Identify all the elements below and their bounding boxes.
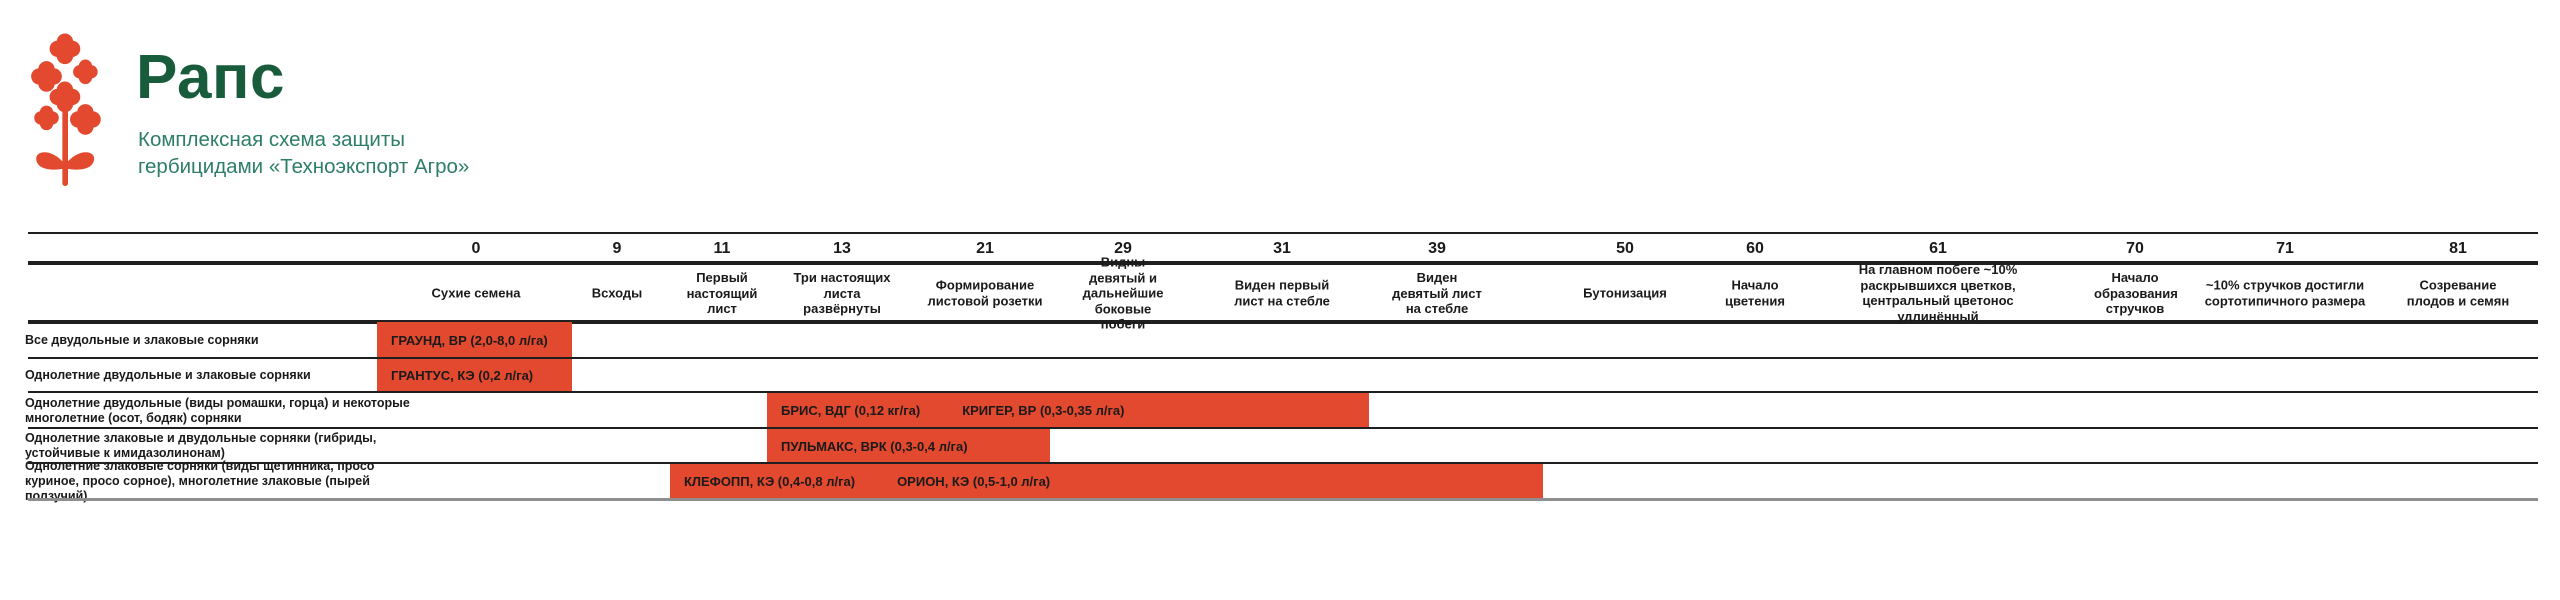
page-subtitle: Комплексная схема защиты гербицидами «Те… <box>138 126 469 180</box>
bbch-number: 21 <box>976 240 994 257</box>
bbch-number: 11 <box>713 240 731 257</box>
product-label: КРИГЕР, ВР (0,3-0,35 л/га) <box>962 403 1125 418</box>
row-separator <box>28 462 2538 464</box>
bbch-number: 71 <box>2276 240 2294 257</box>
stage-label: ~10% стручков достигли сортотипичного ра… <box>2204 277 2366 309</box>
stage-label: Начало образования стручков <box>2094 269 2178 316</box>
herbicide-bar: БРИС, ВДГ (0,12 кг/га) КРИГЕР, ВР (0,3-0… <box>767 393 1369 428</box>
stage-label: Три настоящих листа развёрнуты <box>793 269 891 316</box>
stage-label: Бутонизация <box>1583 285 1667 301</box>
herbicide-bar: ГРАУНД, ВР (2,0-8,0 л/га) <box>377 322 572 358</box>
stage-label: Всходы <box>591 285 643 301</box>
rule-below-scale <box>28 261 2538 265</box>
flower-blossom <box>49 81 81 113</box>
bbch-number: 13 <box>833 240 851 257</box>
bbch-number: 0 <box>471 240 481 257</box>
flower-leaf-right <box>65 152 95 170</box>
row-label: Однолетние двудольные и злаковые сорняки <box>25 368 311 382</box>
stage-label: Формирование листовой розетки <box>927 277 1043 309</box>
herbicide-bar: ГРАНТУС, КЭ (0,2 л/га) <box>377 359 572 392</box>
row-separator <box>28 391 2538 393</box>
row-label: Однолетние злаковые и двудольные сорняки… <box>25 431 377 460</box>
page-title: Рапс <box>136 43 285 112</box>
herbicide-bar: ПУЛЬМАКС, ВРК (0,3-0,4 л/га) <box>767 429 1050 463</box>
stage-label: Виден девятый лист на стебле <box>1392 269 1482 316</box>
bbch-number: 60 <box>1746 240 1764 257</box>
flower-leaf-left <box>36 152 65 170</box>
row-separator <box>28 357 2538 359</box>
flower-blossom <box>73 59 98 85</box>
product-label: ГРАНТУС, КЭ (0,2 л/га) <box>391 368 534 383</box>
stage-label: Видны девятый и дальнейшие боковые побег… <box>1082 254 1164 332</box>
product-label: ОРИОН, КЭ (0,5-1,0 л/га) <box>897 474 1051 489</box>
stage-label: Первый настоящий лист <box>686 269 758 316</box>
rapeseed-flower-icon <box>31 33 101 186</box>
flower-blossom <box>31 61 62 92</box>
bbch-number: 70 <box>2126 240 2144 257</box>
row-separator <box>28 427 2538 429</box>
bbch-number: 50 <box>1616 240 1634 257</box>
page-subtitle-line2: гербицидами «Техноэкспорт Агро» <box>138 155 470 178</box>
flower-blossom <box>49 33 81 65</box>
flower-stem <box>62 108 68 186</box>
bbch-number: 31 <box>1273 240 1291 257</box>
flower-blossom <box>34 105 59 131</box>
bbch-number: 9 <box>612 240 622 257</box>
flower-blossom <box>70 104 101 135</box>
rule-below-stages <box>28 320 2538 324</box>
bbch-number: 81 <box>2449 240 2467 257</box>
stage-label: На главном побеге ~10% раскрывшихся цвет… <box>1858 262 2018 324</box>
page-subtitle-line1: Комплексная схема защиты <box>138 128 405 151</box>
product-label: ПУЛЬМАКС, ВРК (0,3-0,4 л/га) <box>781 438 968 454</box>
row-label: Все двудольные и злаковые сорняки <box>25 332 259 347</box>
bbch-number: 39 <box>1428 240 1446 257</box>
rule-top <box>28 232 2538 234</box>
stage-label: Начало цветения <box>1725 277 1785 309</box>
product-label: БРИС, ВДГ (0,12 кг/га) <box>781 403 921 418</box>
stage-label: Созревание плодов и семян <box>2406 277 2510 309</box>
row-label: Однолетние злаковые сорняки (виды щетинн… <box>25 459 375 503</box>
rule-bottom <box>28 498 2538 501</box>
bbch-number: 61 <box>1929 240 1947 257</box>
stage-label: Виден первый лист на стебле <box>1234 277 1330 309</box>
product-label: ГРАУНД, ВР (2,0-8,0 л/га) <box>391 332 548 348</box>
bbch-number: 29 <box>1114 240 1132 257</box>
row-label: Однолетние двудольные (виды ромашки, гор… <box>25 395 410 425</box>
product-label: КЛЕФОПП, КЭ (0,4-0,8 л/га) <box>684 474 856 489</box>
herbicide-bar: КЛЕФОПП, КЭ (0,4-0,8 л/га) ОРИОН, КЭ (0,… <box>670 464 1543 499</box>
stage-label: Сухие семена <box>431 285 521 301</box>
